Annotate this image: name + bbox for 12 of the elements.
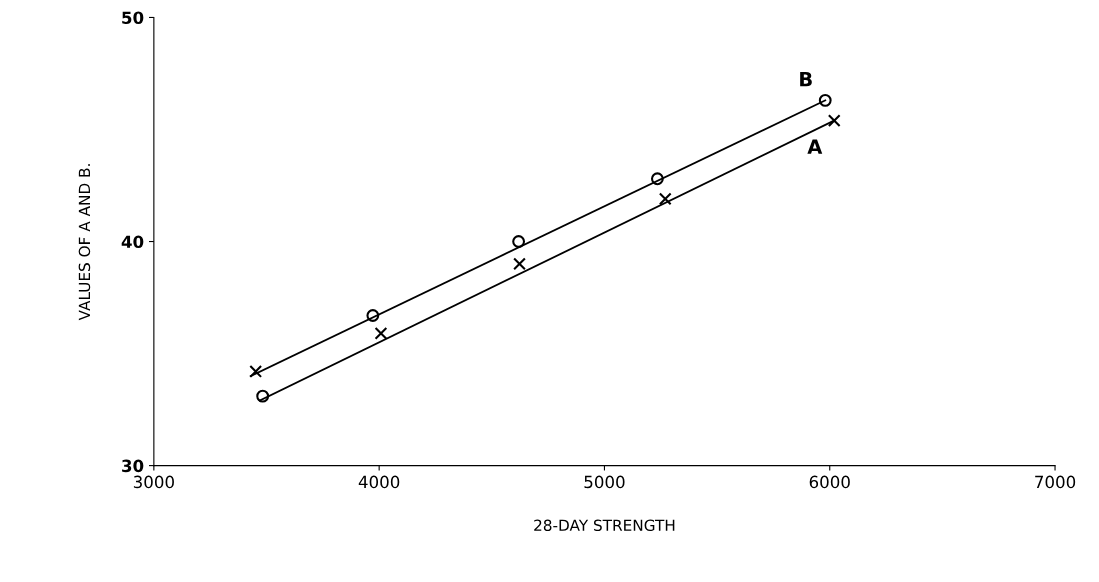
y-tick-label: 30: [122, 459, 144, 473]
x-tick-label: 6000: [809, 475, 850, 489]
x-tick-label: 4000: [358, 475, 400, 489]
x-axis-title: 28-DAY STRENGTH: [534, 519, 675, 532]
y-axis-title: VALUES OF A AND B.: [78, 164, 91, 321]
x-tick-label: 5000: [584, 475, 625, 489]
x-tick-label: 7000: [1035, 475, 1076, 489]
series-label: B: [800, 72, 812, 87]
series-label: A: [807, 139, 823, 154]
y-tick-label: 40: [121, 235, 144, 249]
x-tick-label: 3000: [133, 475, 174, 489]
y-tick-label: 50: [122, 11, 144, 25]
